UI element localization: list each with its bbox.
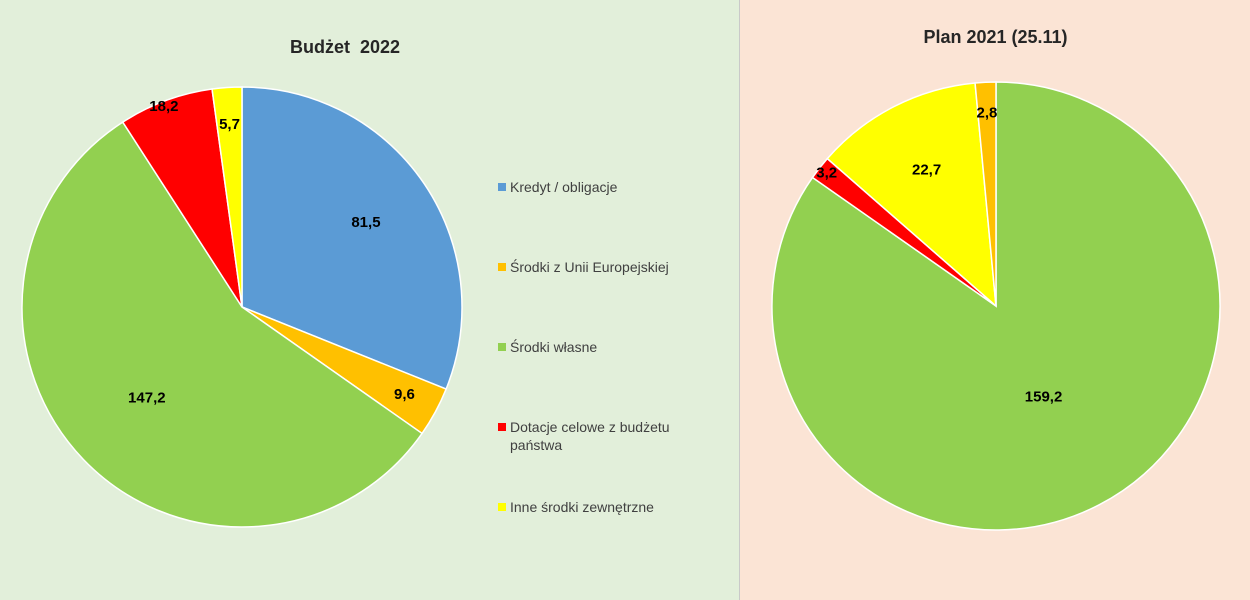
legend-swatch: [498, 183, 506, 191]
data-label: 2,8: [977, 105, 998, 122]
legend-swatch: [498, 343, 506, 351]
chart-title: Plan 2021 (25.11): [923, 27, 1068, 47]
pie-slice: [771, 81, 1221, 531]
chart-panel-budget-2022: Budżet 2022 81,5 9,6 147,2 18,2 5,7 Kredyt /…: [0, 0, 739, 600]
pie-slice: [241, 86, 463, 391]
legend-label: Środki z Unii Europejskiej: [510, 259, 669, 275]
data-label: 22,7: [912, 161, 941, 178]
pie-slice: [974, 81, 997, 307]
legend-item-kredyt: Kredyt / obligacje: [498, 178, 710, 196]
legend-label: Dotacje celowe z budżetu państwa: [510, 419, 670, 453]
chart-title: Budżet 2022: [289, 37, 401, 57]
legend-swatch: [498, 423, 506, 431]
pie-slice: [826, 82, 997, 308]
legend-swatch: [498, 503, 506, 511]
legend-item-wlasne: Środki własne: [498, 338, 710, 356]
pie-slice: [211, 86, 243, 308]
data-label: 3,2: [816, 164, 837, 181]
data-label: 5,7: [219, 116, 240, 133]
data-label: 159,2: [1025, 388, 1063, 405]
legend-item-inne: Inne środki zewnętrzne: [498, 498, 710, 516]
legend-label: Kredyt / obligacje: [510, 179, 618, 195]
chart-panel-plan-2021: Plan 2021 (25.11) 159,2 3,2 22,7 2,8: [739, 0, 1250, 600]
pie-chart-plan-2021: 159,2 3,2 22,7 2,8: [771, 81, 1221, 531]
legend-item-unia: Środki z Unii Europejskiej: [498, 258, 710, 276]
data-label: 9,6: [394, 386, 415, 403]
pie-slice: [21, 121, 424, 528]
legend-label: Inne środki zewnętrzne: [510, 499, 654, 515]
data-label: 18,2: [149, 98, 178, 115]
data-label: 147,2: [128, 389, 166, 406]
pie-chart-budget-2022: 81,5 9,6 147,2 18,2 5,7: [21, 86, 463, 528]
legend-item-dotacje: Dotacje celowe z budżetu państwa: [498, 418, 695, 454]
legend-swatch: [498, 263, 506, 271]
data-label: 81,5: [351, 214, 380, 231]
legend-label: Środki własne: [510, 339, 598, 355]
